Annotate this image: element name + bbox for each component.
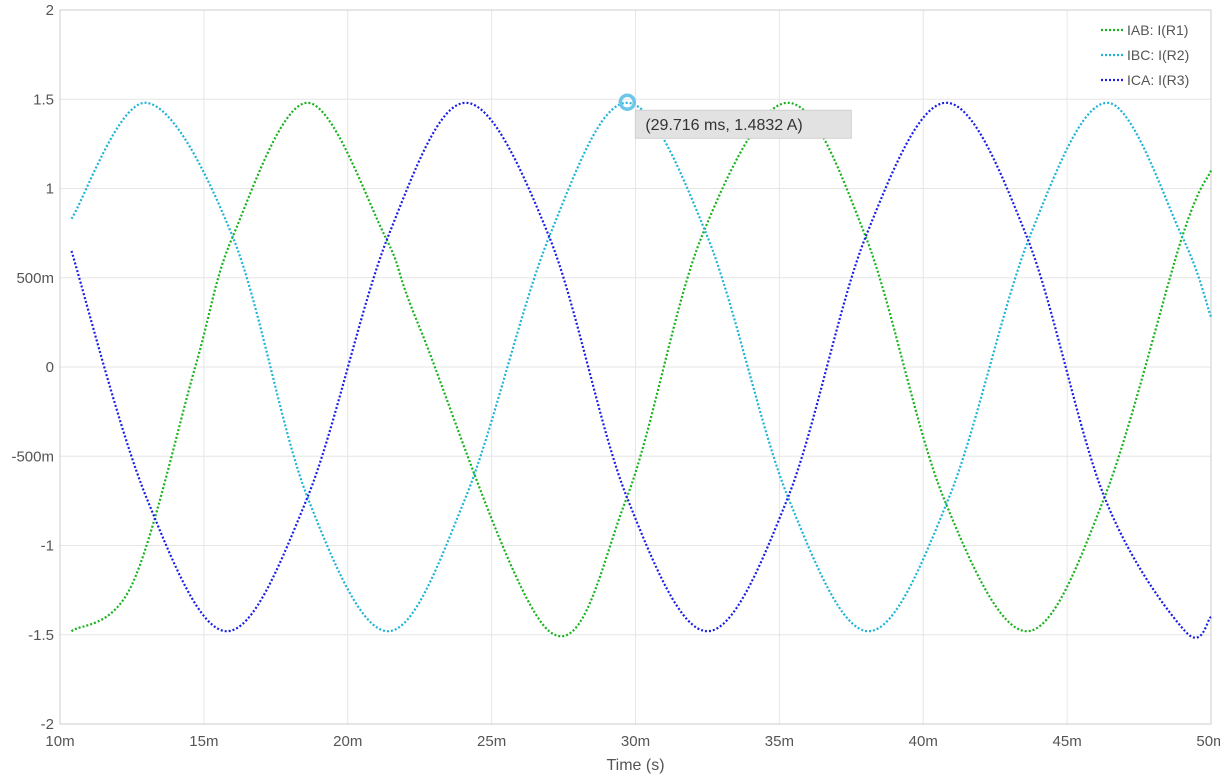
- y-axis: 2 1.5 1 500m 0 -500m -1 -1.5 -2: [11, 2, 54, 733]
- x-tick-label: 45m: [1053, 733, 1082, 750]
- x-tick-label: 50m: [1196, 733, 1220, 750]
- tooltip-text: (29.716 ms, 1.4832 A): [645, 117, 802, 134]
- y-tick-label: -2: [41, 716, 54, 733]
- y-tick-label: -500m: [11, 448, 54, 465]
- series-layer: [70, 101, 1213, 639]
- y-tick-label: 0: [46, 359, 54, 376]
- x-tick-label: 35m: [765, 733, 794, 750]
- y-tick-label: 1.5: [33, 91, 54, 108]
- series-line-1: [70, 101, 1213, 638]
- marker-point[interactable]: [618, 93, 637, 111]
- y-tick-label: 2: [46, 2, 54, 19]
- y-tick-label: 1: [46, 181, 54, 198]
- legend-item[interactable]: IAB: I(R1): [1101, 22, 1188, 38]
- legend-label: IBC: I(R2): [1127, 47, 1189, 63]
- x-tick-label: 25m: [477, 733, 506, 750]
- series-line-3: [70, 101, 1212, 639]
- legend-item[interactable]: IBC: I(R2): [1101, 47, 1189, 63]
- x-axis: 10m 15m 20m 25m 30m 35m 40m 45m 50m: [45, 733, 1220, 750]
- tooltip-box: [634, 109, 852, 139]
- x-tick-label: 15m: [189, 733, 218, 750]
- legend-item[interactable]: ICA: I(R3): [1101, 72, 1189, 88]
- series-line-2: [70, 101, 1213, 633]
- legend-label: IAB: I(R1): [1127, 22, 1188, 38]
- x-axis-title: Time (s): [606, 757, 664, 774]
- y-tick-label: 500m: [16, 270, 54, 287]
- x-tick-label: 10m: [45, 733, 74, 750]
- y-tick-label: -1: [41, 538, 54, 555]
- y-tick-label: -1.5: [28, 627, 54, 644]
- cursor-marker[interactable]: (29.716 ms, 1.4832 A): [618, 93, 852, 139]
- legend[interactable]: IAB: I(R1) IBC: I(R2) ICA: I(R3): [1101, 22, 1189, 88]
- x-tick-label: 30m: [621, 733, 650, 750]
- x-tick-label: 40m: [909, 733, 938, 750]
- x-tick-label: 20m: [333, 733, 362, 750]
- plot-frame: [59, 9, 1212, 725]
- legend-label: ICA: I(R3): [1127, 72, 1189, 88]
